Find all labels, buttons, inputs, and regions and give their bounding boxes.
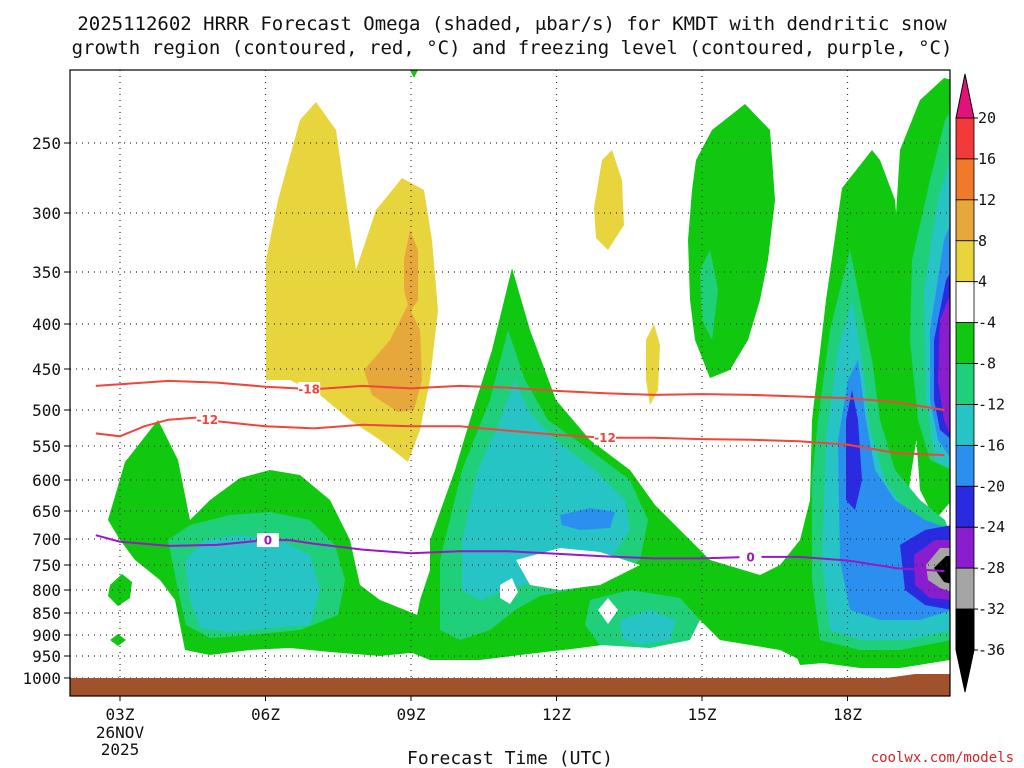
omega-region-upper-green: [688, 104, 775, 378]
colorbar-bin-3: [955, 240, 975, 283]
contour-line-2: [95, 534, 945, 573]
omega-region-tealgreen-upper: [700, 250, 718, 340]
omega-region-yellow-small: [646, 324, 660, 405]
colorbar-bin-0: [955, 117, 975, 160]
colorbar-label-4: 4: [978, 273, 987, 291]
colorbar-label-8: -16: [978, 436, 1005, 454]
chart-title-line1: 2025112602 HRRR Forecast Omega (shaded, …: [77, 13, 947, 35]
contour-label-2: -12: [594, 431, 616, 445]
omega-hole-3: [516, 548, 640, 590]
x-tick-label-12Z: 12Z: [542, 705, 571, 724]
colorbar-bin-6: [955, 363, 975, 405]
y-tick-label-400: 400: [32, 315, 61, 334]
credit-text: coolwx.com/models: [871, 750, 1014, 766]
contour-label-0: -18: [298, 382, 320, 396]
y-tick-label-350: 350: [32, 263, 61, 282]
colorbar-label-1: 16: [978, 150, 996, 168]
x-axis-label: Forecast Time (UTC): [407, 748, 613, 768]
colorbar-label-13: -36: [978, 641, 1005, 659]
colorbar-bottom-arrow: [955, 608, 975, 693]
plot-grid: [70, 70, 950, 696]
date-label-1: 2025: [101, 740, 140, 759]
y-tick-label-950: 950: [32, 647, 61, 666]
omega-region-cyan-mid: [462, 380, 630, 600]
contour-label-bg: [196, 412, 219, 427]
omega-region-small-green-top: [410, 70, 418, 78]
colorbar-label-5: -4: [978, 314, 996, 332]
colorbar-label-10: -24: [978, 518, 1005, 536]
omega-region-yellow-upper-right: [594, 150, 624, 250]
contour-label-4: 0: [746, 550, 754, 564]
y-tick-label-850: 850: [32, 604, 61, 623]
colorbar-label-6: -8: [978, 355, 996, 373]
colorbar-label-2: 12: [978, 191, 996, 209]
y-tick-label-500: 500: [32, 401, 61, 420]
colorbar-label-12: -32: [978, 600, 1005, 618]
plot-frame: [69, 69, 951, 697]
y-tick-label-250: 250: [32, 134, 61, 153]
y-tick-label-650: 650: [32, 502, 61, 521]
omega-region-orange-top: [404, 230, 418, 312]
ground-surface: [70, 678, 950, 696]
omega-region-blue-mid: [560, 508, 615, 530]
x-tick-label-06Z: 06Z: [251, 705, 280, 724]
y-tick-label-700: 700: [32, 530, 61, 549]
colorbar-bin-1: [955, 158, 975, 201]
colorbar-label-0: 20: [978, 109, 996, 127]
contour-label-bg: [594, 430, 616, 445]
omega-shaded-field: [108, 70, 950, 668]
y-tick-label-300: 300: [32, 204, 61, 223]
omega-colorbar: 20 16 12 8 4 -4 -8 -12 -16 -20 -24 -28 -32 -36: [955, 73, 1005, 693]
omega-region-purple-far: [938, 295, 950, 435]
y-tick-label-450: 450: [32, 360, 61, 379]
date-label-0: 26NOV: [96, 723, 145, 742]
omega-region-small-green-1: [108, 574, 132, 606]
omega-region-orange-left: [364, 305, 422, 412]
colorbar-bin-8: [955, 444, 975, 487]
colorbar-bin-7: [955, 404, 975, 446]
y-tick-label-550: 550: [32, 437, 61, 456]
y-tick-label-1000: 1000: [22, 669, 61, 688]
omega-region-cyan-lowerright: [620, 610, 676, 645]
chart-title-line2: growth region (contoured, red, °C) and f…: [72, 37, 953, 59]
y-tick-label-600: 600: [32, 471, 61, 490]
plot-axes: 250 300 350 400 450 500 550 600 650 700 750 800 850 9…: [22, 69, 951, 759]
colorbar-label-3: 8: [978, 232, 987, 250]
omega-region-black-core: [934, 556, 950, 584]
colorbar-bin-2: [955, 199, 975, 242]
colorbar-bin-9: [955, 485, 975, 528]
contour-label-bg: [256, 533, 279, 548]
x-tick-label-15Z: 15Z: [688, 705, 717, 724]
contour-line-0: [95, 379, 945, 411]
y-tick-label-900: 900: [32, 626, 61, 645]
colorbar-label-11: -28: [978, 559, 1005, 577]
colorbar-bin-5: [955, 322, 975, 364]
contour-label-3: 0: [264, 534, 272, 548]
x-tick-label-03Z: 03Z: [106, 705, 135, 724]
omega-hole-2: [598, 598, 618, 624]
contour-lines: -18 -12 -12 0 0: [95, 379, 945, 573]
contour-label-bg: [298, 381, 321, 396]
colorbar-bin-10: [955, 526, 975, 569]
omega-hole-1: [500, 578, 518, 604]
y-tick-label-750: 750: [32, 556, 61, 575]
contour-label-bg: [739, 549, 762, 564]
contour-line-1: [95, 416, 945, 457]
colorbar-top-arrow: [955, 73, 975, 119]
colorbar-label-7: -12: [978, 395, 1005, 413]
omega-region-cyan-left: [185, 535, 320, 632]
contour-label-1: -12: [196, 413, 218, 427]
x-tick-label-09Z: 09Z: [397, 705, 426, 724]
colorbar-label-9: -20: [978, 477, 1005, 495]
ground-layer: [70, 674, 950, 696]
omega-region-small-green-2: [110, 634, 126, 646]
colorbar-bin-4: [955, 281, 975, 324]
y-tick-label-800: 800: [32, 581, 61, 600]
colorbar-bin-11: [955, 567, 975, 610]
x-tick-label-18Z: 18Z: [833, 705, 862, 724]
